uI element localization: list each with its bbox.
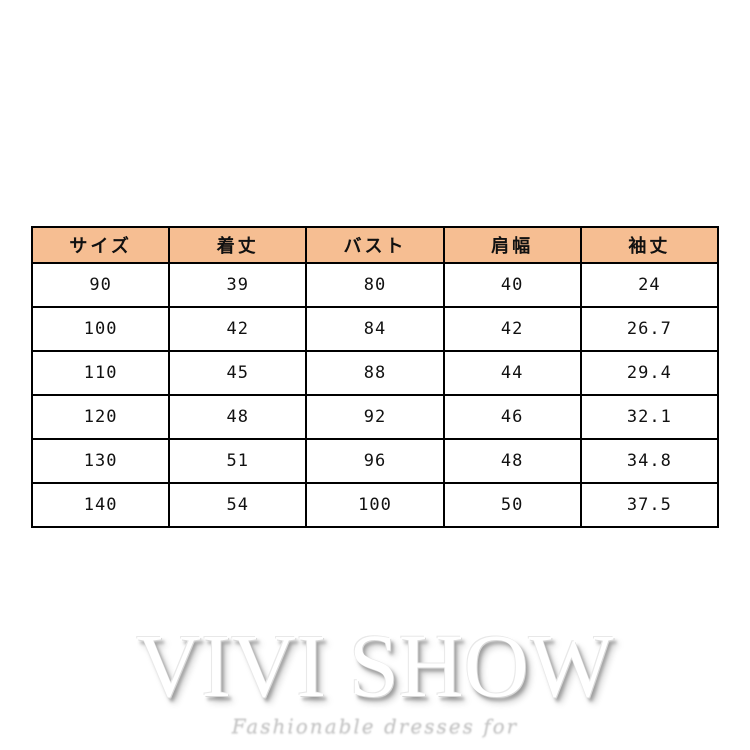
cell-shoulder: 44 <box>442 350 582 396</box>
table-header-row: サイズ 着丈 バスト 肩幅 袖丈 <box>30 226 720 264</box>
cell-bust: 84 <box>305 306 445 352</box>
cell-length: 51 <box>168 438 308 484</box>
header-cell-shoulder: 肩幅 <box>442 226 582 264</box>
cell-length: 54 <box>168 482 308 528</box>
cell-size: 90 <box>30 262 171 308</box>
cell-size: 120 <box>30 394 171 440</box>
header-cell-sleeve: 袖丈 <box>579 226 720 264</box>
brand-logo-text: VIVI SHOW <box>136 617 614 716</box>
cell-sleeve: 32.1 <box>579 394 720 440</box>
table-row: 90 39 80 40 24 <box>30 262 720 308</box>
brand-watermark: VIVI SHOW Fashionable dresses for <box>0 617 750 739</box>
brand-tagline: Fashionable dresses for <box>231 714 519 738</box>
cell-sleeve: 34.8 <box>579 438 720 484</box>
cell-length: 39 <box>168 262 308 308</box>
cell-shoulder: 50 <box>442 482 582 528</box>
cell-length: 45 <box>168 350 308 396</box>
header-cell-bust: バスト <box>305 226 445 264</box>
cell-size: 100 <box>30 306 171 352</box>
header-cell-size: サイズ <box>30 226 171 264</box>
table-row: 120 48 92 46 32.1 <box>30 394 720 440</box>
cell-sleeve: 24 <box>579 262 720 308</box>
table-row: 100 42 84 42 26.7 <box>30 306 720 352</box>
table-row: 140 54 100 50 37.5 <box>30 482 720 528</box>
cell-bust: 88 <box>305 350 445 396</box>
cell-sleeve: 29.4 <box>579 350 720 396</box>
table-row: 130 51 96 48 34.8 <box>30 438 720 484</box>
cell-shoulder: 46 <box>442 394 582 440</box>
cell-bust: 92 <box>305 394 445 440</box>
cell-bust: 96 <box>305 438 445 484</box>
cell-size: 110 <box>30 350 171 396</box>
cell-length: 42 <box>168 306 308 352</box>
cell-bust: 80 <box>305 262 445 308</box>
size-chart-table: サイズ 着丈 バスト 肩幅 袖丈 90 39 80 40 24 100 42 8… <box>30 226 720 528</box>
cell-shoulder: 48 <box>442 438 582 484</box>
cell-shoulder: 42 <box>442 306 582 352</box>
cell-sleeve: 37.5 <box>579 482 720 528</box>
cell-sleeve: 26.7 <box>579 306 720 352</box>
cell-length: 48 <box>168 394 308 440</box>
cell-shoulder: 40 <box>442 262 582 308</box>
header-cell-length: 着丈 <box>168 226 308 264</box>
cell-size: 140 <box>30 482 171 528</box>
cell-size: 130 <box>30 438 171 484</box>
cell-bust: 100 <box>305 482 445 528</box>
table-row: 110 45 88 44 29.4 <box>30 350 720 396</box>
